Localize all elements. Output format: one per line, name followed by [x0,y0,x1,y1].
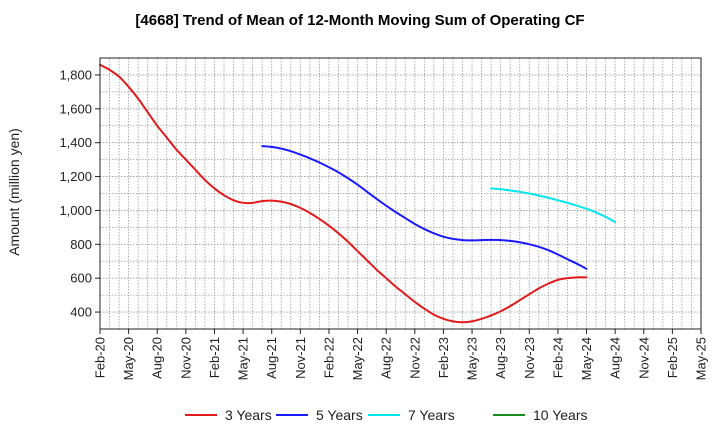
x-tick-label: Nov-21 [293,337,308,379]
series-layer [99,63,617,324]
x-tick-label: May-23 [465,337,480,380]
legend-label: 7 Years [408,407,455,423]
x-tick-label: May-25 [694,337,709,380]
plot-frame [99,57,702,330]
x-tick-label: Feb-25 [665,337,680,378]
y-tick-label: 1,000 [59,203,92,218]
series-line-7-years [490,187,617,223]
x-tick-label: Aug-23 [493,337,508,379]
y-tick-label: 1,800 [59,67,92,82]
legend-item-5-years: 5 Years [276,407,363,423]
x-tick-label: Aug-24 [608,337,623,379]
x-tick-label: Nov-23 [522,337,537,379]
chart-title: [4668] Trend of Mean of 12-Month Moving … [135,12,584,29]
legend-label: 5 Years [316,407,363,423]
x-tick-label: May-21 [236,337,251,380]
x-tick-label: Aug-21 [264,337,279,379]
legend: 3 Years 5 Years 7 Years 10 Years [185,407,588,423]
grid-x [109,58,692,329]
y-tick-label: 600 [70,271,92,286]
x-tick-label: Feb-21 [207,337,222,378]
x-tick-label: Nov-20 [178,337,193,379]
x-tick-label: Aug-22 [379,337,394,379]
grid-y [100,74,701,313]
series-line-3-years [99,63,588,324]
y-tick-label: 1,400 [59,135,92,150]
x-tick-label: Feb-23 [436,337,451,378]
x-tick-label: Nov-24 [636,337,651,379]
x-tick-label: Nov-22 [407,337,422,379]
legend-label: 10 Years [533,407,588,423]
x-tick-label: May-24 [579,337,594,380]
y-axis: 400 600 800 1,000 1,200 1,400 1,600 1,800 [59,67,100,320]
legend-item-10-years: 10 Years [493,407,588,423]
x-tick-label: May-22 [350,337,365,380]
y-tick-label: 1,600 [59,101,92,116]
legend-item-3-years: 3 Years [185,407,272,423]
y-tick-label: 1,200 [59,169,92,184]
x-tick-label: May-20 [121,337,136,380]
legend-label: 3 Years [225,407,272,423]
y-axis-label: Amount (million yen) [6,128,22,256]
x-tick-label: Aug-20 [150,337,165,379]
x-axis: Feb-20 May-20 Aug-20 Nov-20 Feb-21 May-21 Aug-… [93,329,709,380]
x-tick-label: Feb-20 [93,337,108,378]
y-tick-label: 400 [70,305,92,320]
x-tick-label: Feb-22 [321,337,336,378]
series-line-5-years [261,145,588,270]
x-tick-label: Feb-24 [550,337,565,378]
y-tick-label: 800 [70,237,92,252]
legend-item-7-years: 7 Years [368,407,455,423]
